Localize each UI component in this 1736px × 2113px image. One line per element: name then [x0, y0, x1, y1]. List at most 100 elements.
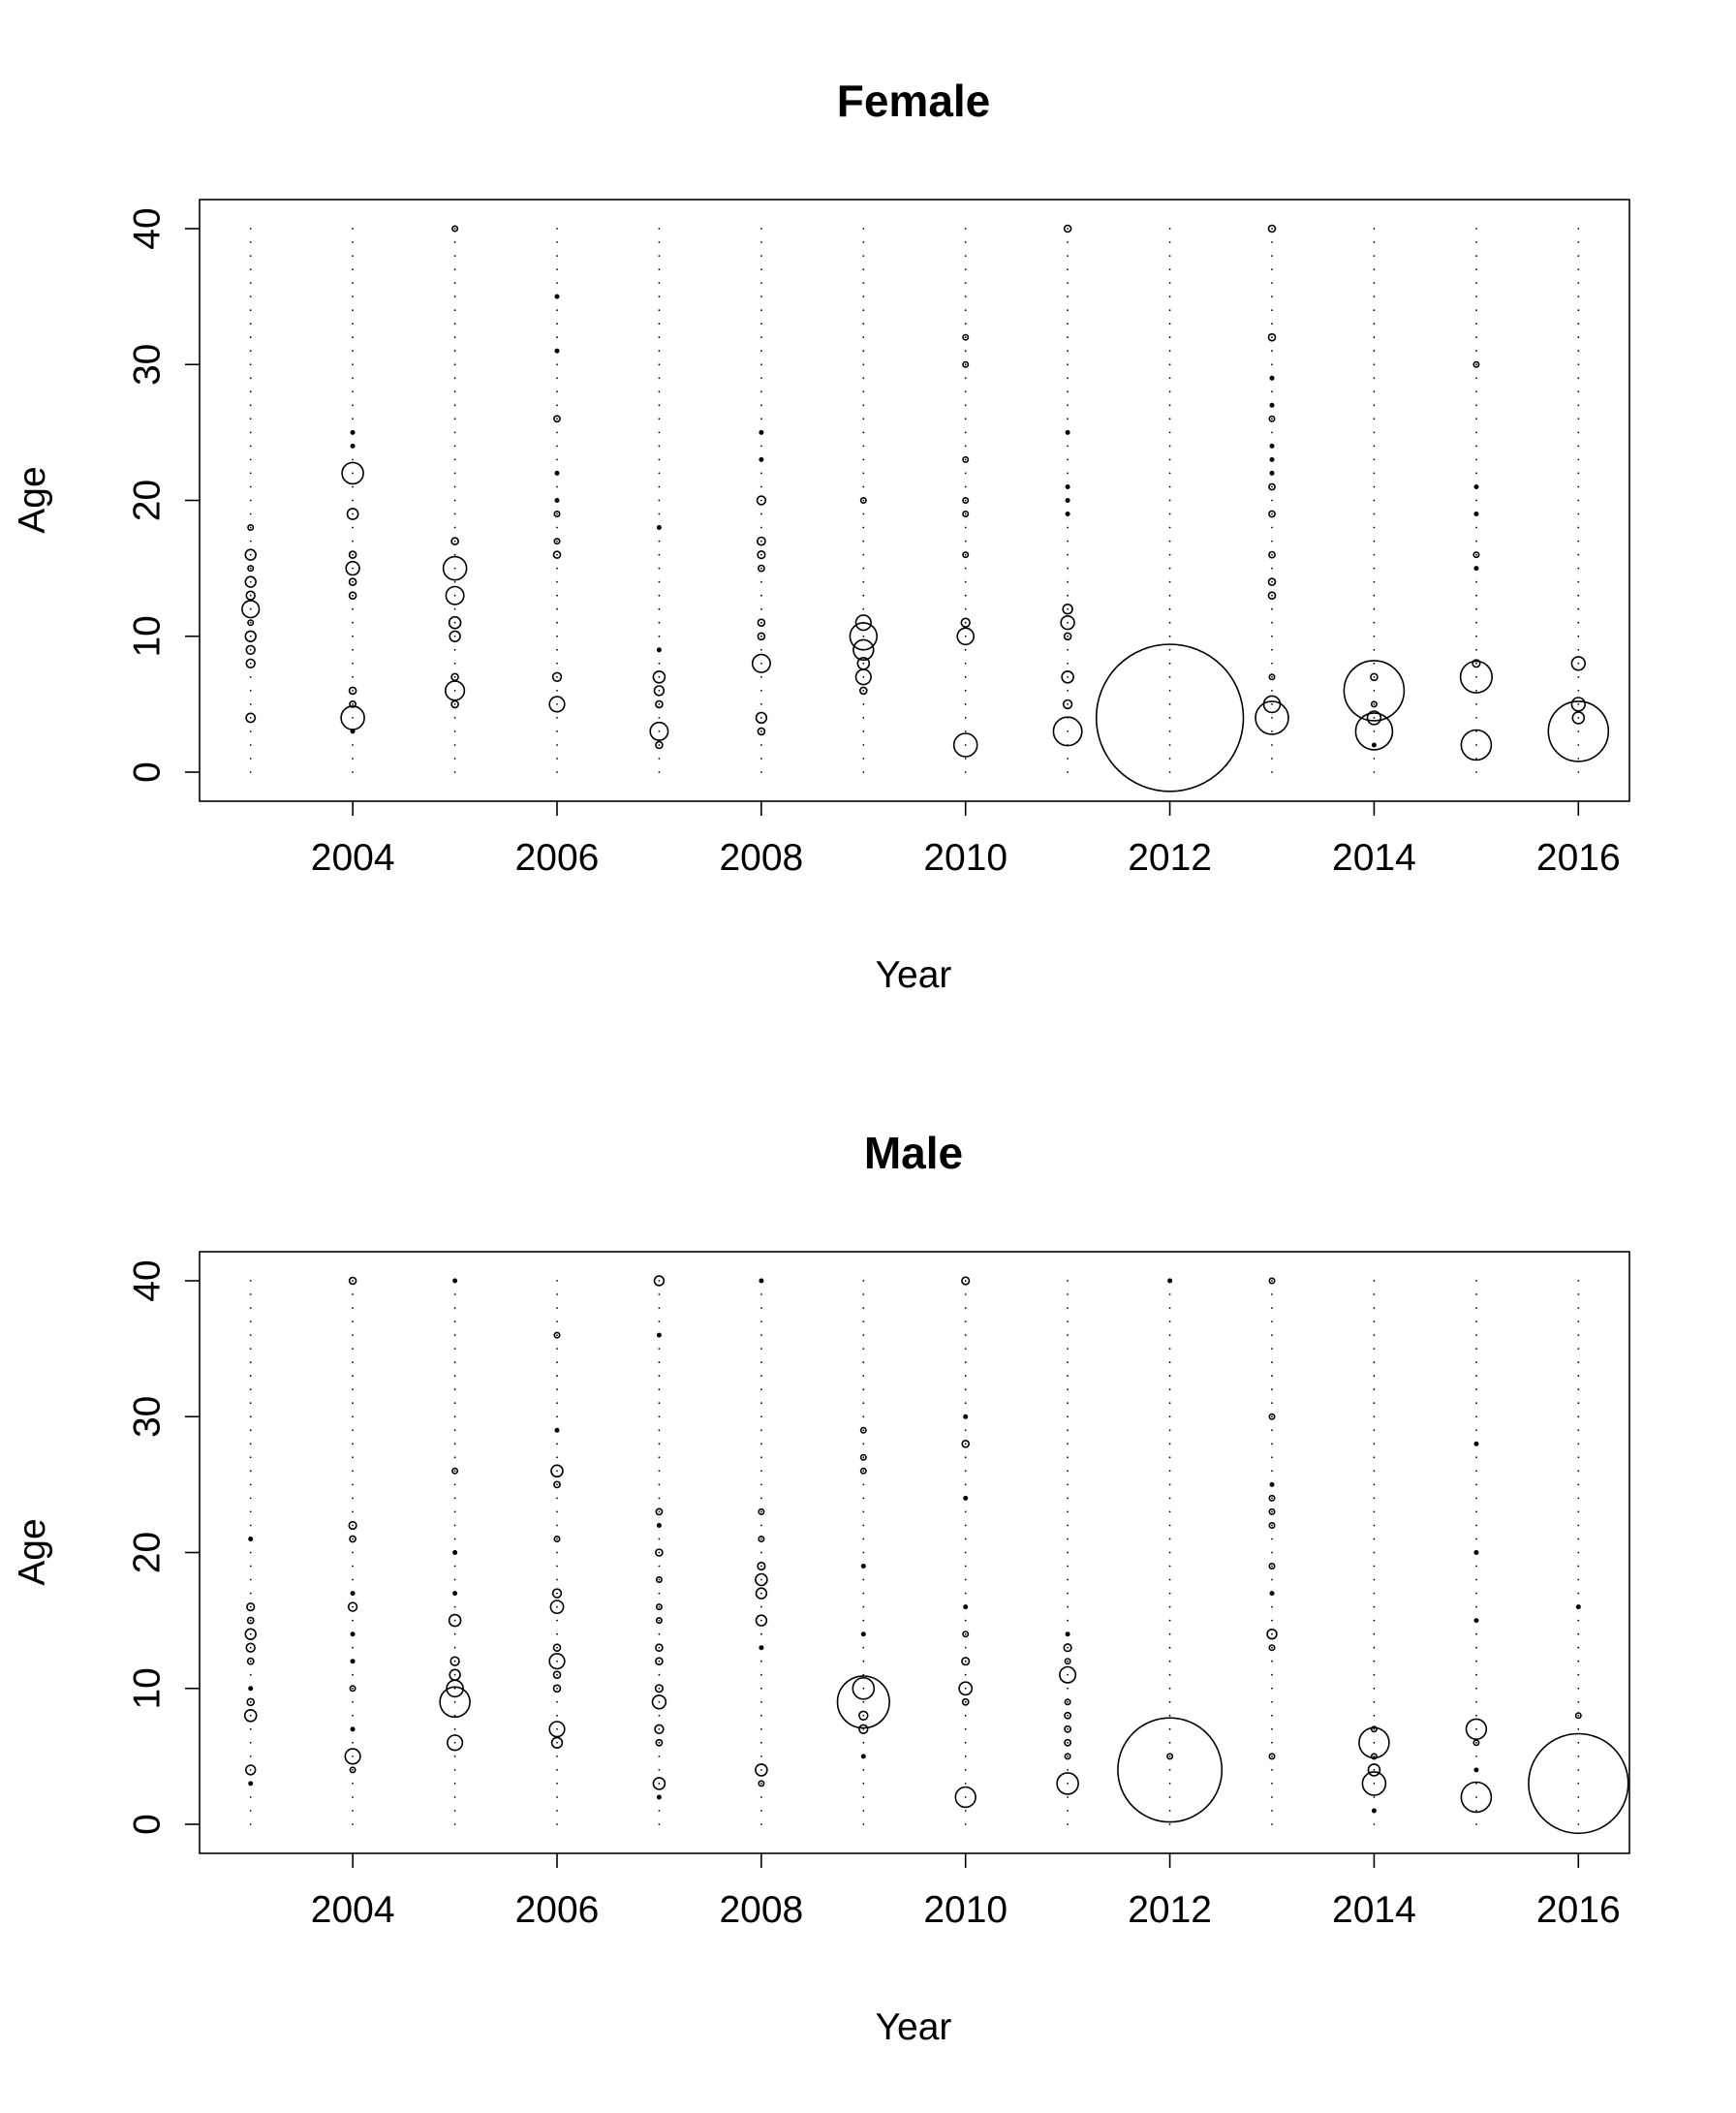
y-tick-label: 20: [127, 1532, 169, 1573]
grid-dot: [964, 1280, 967, 1282]
grid-dot: [1067, 1538, 1069, 1540]
grid-dot: [453, 309, 456, 312]
grid-dot: [453, 1727, 456, 1730]
grid-dot: [453, 1538, 456, 1540]
grid-dot: [556, 1361, 558, 1364]
grid-dot: [1168, 1470, 1171, 1473]
grid-dot: [1373, 268, 1376, 270]
bubble: [349, 700, 356, 708]
grid-dot: [760, 1307, 762, 1309]
grid-dot: [1577, 703, 1580, 705]
grid-dot: [658, 1660, 661, 1662]
grid-dot: [1168, 1700, 1171, 1703]
grid-dot: [658, 485, 661, 488]
bubble: [952, 732, 978, 758]
grid-dot: [352, 1388, 354, 1391]
grid-dot: [1067, 1700, 1069, 1703]
grid-dot: [964, 1714, 967, 1717]
grid-dot: [1577, 350, 1580, 353]
grid-dot: [249, 1402, 252, 1405]
grid-dot: [352, 309, 354, 312]
dot-layer: [249, 228, 1580, 773]
grid-dot: [862, 1551, 865, 1554]
grid-dot: [556, 1646, 558, 1649]
bubble: [655, 1507, 664, 1516]
grid-dot: [1577, 241, 1580, 243]
grid-dot: [249, 255, 252, 257]
bubble: [1459, 660, 1493, 694]
grid-dot: [964, 309, 967, 312]
grid-dot: [556, 295, 558, 297]
grid-dot: [1271, 1483, 1273, 1486]
grid-dot: [658, 431, 661, 434]
bubble: [962, 360, 970, 368]
grid-dot: [1067, 295, 1069, 297]
grid-dot: [1475, 228, 1477, 230]
grid-dot: [556, 567, 558, 570]
grid-dot: [658, 499, 661, 502]
grid-dot: [1373, 1700, 1376, 1703]
grid-dot: [1168, 594, 1171, 597]
grid-dot: [352, 1741, 354, 1744]
grid-dot: [1475, 1361, 1477, 1364]
grid-dot: [453, 350, 456, 353]
bubble: [246, 1697, 256, 1707]
grid-dot: [453, 1646, 456, 1649]
grid-dot: [658, 336, 661, 339]
grid-dot: [352, 1823, 354, 1825]
x-tick-label: 2012: [1128, 837, 1212, 879]
grid-dot: [1577, 1565, 1580, 1568]
grid-dot: [453, 1673, 456, 1676]
grid-dot: [249, 1348, 252, 1350]
grid-dot: [1271, 323, 1273, 326]
grid-dot: [760, 580, 762, 583]
grid-dot: [862, 377, 865, 380]
grid-dot: [1168, 1646, 1171, 1649]
bubble: [751, 653, 771, 673]
grid-dot: [964, 1307, 967, 1309]
grid-dot: [658, 1470, 661, 1473]
grid-dot: [556, 445, 558, 448]
grid-dot: [1475, 1280, 1477, 1282]
bubble: [1358, 1726, 1390, 1759]
grid-dot: [1475, 1524, 1477, 1527]
grid-dot: [249, 431, 252, 434]
grid-dot: [1067, 594, 1069, 597]
grid-dot: [1577, 662, 1580, 665]
bubble: [1064, 1658, 1071, 1665]
grid-dot: [1577, 635, 1580, 637]
grid-dot: [249, 1375, 252, 1378]
grid-dot: [1373, 1334, 1376, 1336]
grid-dot: [1577, 513, 1580, 515]
grid-dot: [1271, 730, 1273, 732]
x-tick-label: 2016: [1536, 837, 1621, 879]
grid-dot: [1168, 1538, 1171, 1540]
grid-dot: [352, 1524, 354, 1527]
grid-dot: [453, 758, 456, 760]
bubble: [1268, 482, 1276, 491]
grid-dot: [453, 241, 456, 243]
grid-dot: [1475, 1796, 1477, 1798]
grid-dot: [1271, 1783, 1273, 1785]
grid-dot: [760, 1660, 762, 1662]
grid-dot: [658, 363, 661, 366]
grid-dot: [1271, 1551, 1273, 1554]
grid-dot: [658, 268, 661, 270]
grid-dot: [556, 228, 558, 230]
grid-dot: [1577, 1714, 1580, 1717]
grid-dot: [556, 1796, 558, 1798]
grid-dot: [556, 703, 558, 705]
grid-dot: [1577, 1334, 1580, 1336]
grid-dot: [1475, 1769, 1477, 1771]
grid-dot: [1373, 594, 1376, 597]
grid-dot: [1271, 1307, 1273, 1309]
grid-dot: [453, 363, 456, 366]
grid-dot: [1373, 1551, 1376, 1554]
grid-dot: [964, 1700, 967, 1703]
grid-dot: [453, 1810, 456, 1812]
grid-dot: [658, 1646, 661, 1649]
grid-dot: [352, 1429, 354, 1432]
grid-dot: [1271, 1673, 1273, 1676]
grid-dot: [453, 580, 456, 583]
grid-dot: [964, 1605, 967, 1608]
